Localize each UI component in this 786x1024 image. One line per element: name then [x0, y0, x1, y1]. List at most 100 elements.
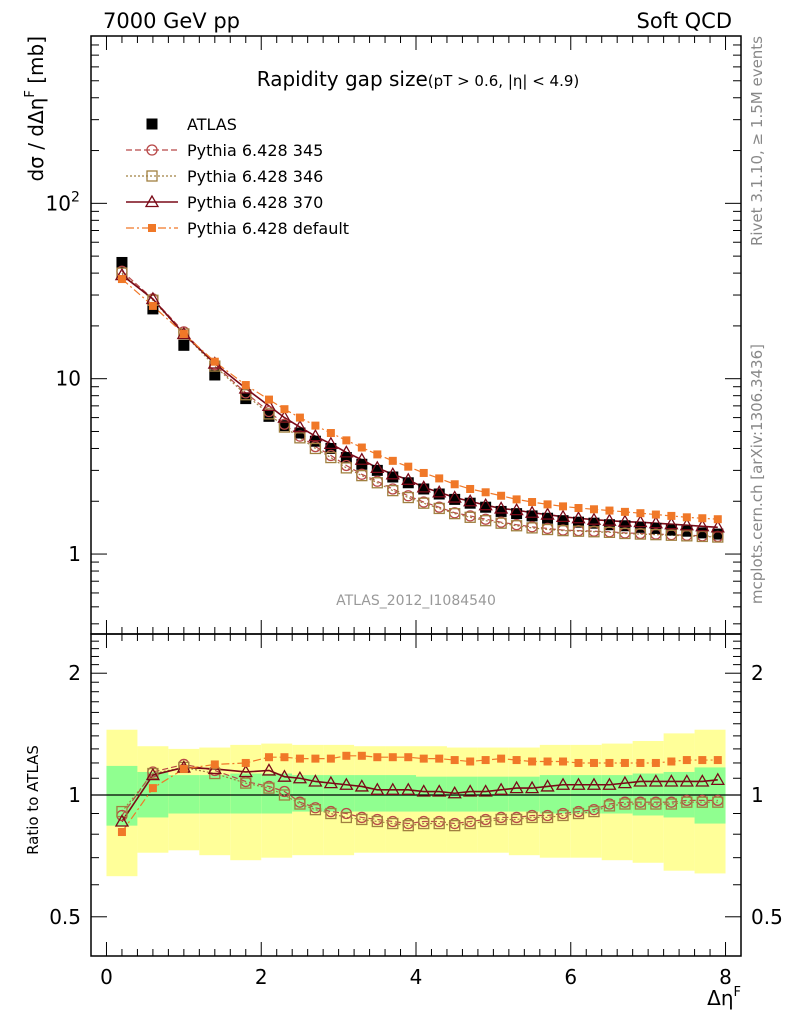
ratio-point: [277, 769, 292, 782]
legend-label: Pythia 6.428 default: [187, 219, 349, 238]
data-point: [241, 381, 250, 390]
header-left: 7000 GeV pp: [103, 9, 240, 33]
data-point: [572, 525, 585, 537]
ratio-point: [356, 813, 368, 826]
ratio-point: [696, 796, 708, 808]
ratio-point: [619, 798, 631, 810]
ratio-point: [605, 758, 614, 767]
data-point: [308, 428, 323, 442]
data-point: [373, 450, 382, 459]
ratio-point: [340, 811, 353, 824]
data-point: [713, 515, 722, 524]
series-line: [121, 270, 718, 538]
data-point: [370, 460, 385, 474]
data-point: [636, 509, 645, 518]
main-ylabel-unit: [mb]: [24, 36, 48, 90]
ratio-point: [651, 758, 660, 767]
data-point: [278, 420, 290, 432]
data-point: [540, 507, 555, 520]
ratio-point: [648, 774, 664, 787]
data-point: [634, 521, 646, 533]
data-point: [574, 504, 583, 513]
watermark: ATLAS_2012_I1084540: [336, 593, 496, 609]
data-point: [240, 389, 252, 401]
data-point: [292, 419, 308, 433]
data-point: [402, 477, 414, 489]
band-inner-bin: [508, 776, 540, 812]
ratio-point: [357, 751, 366, 760]
ratio-point: [264, 753, 273, 762]
ratio-point: [667, 757, 676, 766]
ratio-point: [416, 784, 431, 797]
ratio-point: [354, 779, 369, 792]
uncertainty-bands: [91, 729, 741, 877]
data-point: [371, 477, 383, 489]
data-point: [449, 507, 461, 520]
band-inner-bin: [199, 775, 231, 814]
data-point: [509, 502, 524, 516]
data-point: [416, 480, 431, 493]
data-point: [261, 398, 277, 412]
data-point: [480, 501, 492, 513]
data-point: [418, 497, 430, 509]
data-point: [309, 442, 322, 455]
data-point: [323, 436, 339, 450]
ratio-point: [589, 758, 598, 767]
data-point: [264, 395, 273, 404]
data-point: [401, 472, 416, 485]
ratio-point: [665, 798, 678, 810]
ratio-point: [603, 800, 616, 812]
data-point: [512, 495, 521, 504]
ratio-point: [370, 782, 385, 795]
band-inner-bin: [539, 775, 571, 814]
ratio-point: [450, 756, 459, 765]
ratio-point: [263, 782, 275, 794]
data-point: [294, 432, 306, 444]
ratio-point: [574, 758, 583, 767]
ratio-point: [543, 757, 552, 766]
ratio-point: [404, 753, 413, 762]
data-point: [340, 462, 353, 474]
data-point: [495, 505, 507, 517]
ratio-point: [339, 777, 354, 790]
ratio-point: [478, 784, 493, 797]
main-ylabel: dσ / dΔηF [mb]: [23, 36, 48, 182]
data-point: [603, 526, 616, 538]
data-point: [555, 509, 571, 522]
legend-label: Pythia 6.428 346: [187, 167, 323, 186]
data-point: [620, 507, 629, 516]
data-point: [463, 493, 478, 507]
ratio-line: [121, 766, 718, 822]
band-inner-bin: [446, 776, 478, 812]
ratio-point: [526, 811, 538, 824]
data-point: [371, 464, 383, 476]
data-point: [311, 421, 320, 430]
ratio-point: [371, 815, 383, 828]
ratio-point: [559, 757, 568, 766]
band-inner-bin: [354, 775, 386, 812]
series-markers: [114, 256, 725, 837]
data-point: [325, 451, 337, 464]
ratio-point: [588, 805, 600, 818]
ratio-point: [325, 807, 337, 820]
data-point: [116, 256, 128, 268]
data-point: [619, 527, 631, 540]
ratio-point: [586, 777, 602, 790]
data-point: [340, 452, 352, 464]
ratio-point: [710, 772, 725, 786]
ratio-point: [528, 757, 537, 766]
main-ylabel-text: dσ / dΔη: [24, 98, 48, 182]
data-point: [542, 512, 554, 524]
ratio-line: [121, 766, 718, 827]
ratio-point: [509, 780, 524, 794]
ratio-point: [571, 777, 586, 790]
data-point: [464, 511, 476, 523]
ratio-point: [402, 819, 414, 832]
data-point: [557, 515, 569, 527]
ratio-point: [464, 817, 476, 830]
data-point: [571, 510, 586, 524]
ratio-point: [713, 756, 722, 765]
data-point: [712, 528, 724, 540]
data-point: [295, 413, 304, 422]
